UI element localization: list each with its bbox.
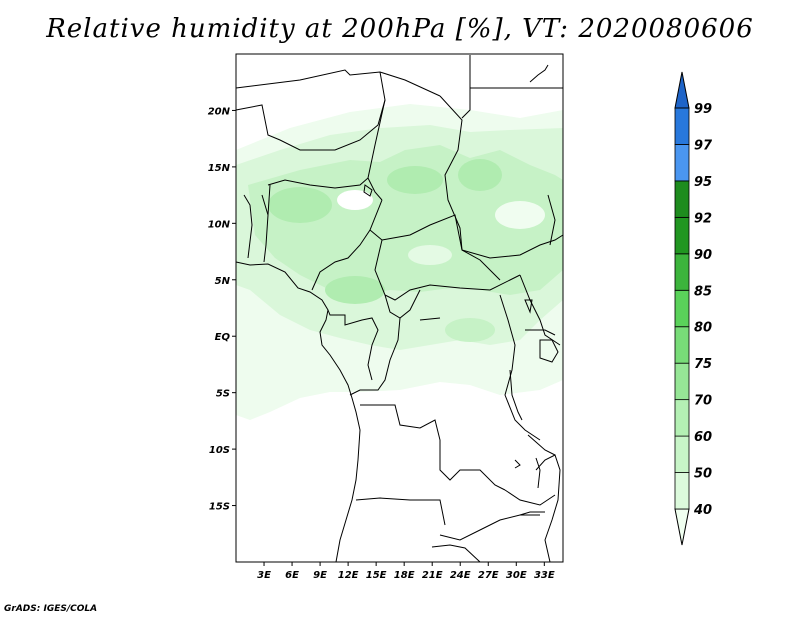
x-tick-label: 21E [422, 570, 443, 581]
border [535, 454, 561, 563]
colorbar-label: 95 [694, 175, 712, 190]
y-tick-label: 20N [208, 106, 231, 117]
y-tick-label: 10S [209, 445, 230, 456]
colorbar-segment [674, 326, 690, 364]
border [267, 184, 271, 216]
x-tick-label: 27E [478, 570, 499, 581]
border [439, 514, 540, 541]
border [261, 194, 269, 263]
y-tick-label: EQ [215, 332, 231, 343]
border [461, 55, 471, 119]
border [499, 294, 541, 441]
x-tick-label: 12E [338, 570, 359, 581]
colorbar-segment [674, 253, 690, 291]
colorbar-segment [674, 144, 690, 182]
colorbar-label: 70 [694, 394, 712, 409]
lake [514, 459, 521, 469]
x-tick-label: 6E [285, 570, 299, 581]
colorbar: 40 50 60 70 75 80 85 90 92 95 97 99 [674, 71, 713, 546]
colorbar-segment [674, 399, 690, 437]
rh-70-patch [387, 166, 443, 194]
dry-patch [495, 201, 545, 229]
rh-70-patch [458, 159, 502, 191]
colorbar-segment [674, 362, 690, 401]
y-tick-label: 5N [215, 276, 231, 287]
colorbar-high-arrow [674, 71, 690, 109]
dry-patch [337, 190, 373, 210]
border [327, 309, 379, 381]
y-tick-label: 10N [208, 219, 231, 230]
border [519, 274, 561, 346]
x-tick-label: 24E [450, 570, 471, 581]
colorbar-segment [674, 435, 690, 473]
border [235, 69, 441, 97]
lake [524, 299, 533, 314]
colorbar-label: 99 [694, 102, 712, 117]
border [431, 544, 481, 563]
colorbar-label: 92 [694, 211, 712, 226]
map-title: Relative humidity at 200hPa [%], VT: 202… [46, 14, 754, 44]
coastline [519, 511, 545, 516]
colorbar-label: 85 [694, 284, 712, 299]
country-borders [235, 55, 564, 563]
dry-patch [408, 245, 452, 265]
border [527, 434, 556, 456]
rh-70-patch [325, 276, 385, 304]
map-frame [235, 53, 564, 563]
border [267, 177, 383, 201]
colorbar-label: 50 [694, 467, 712, 482]
lake [363, 184, 373, 197]
colorbar-label: 40 [693, 503, 712, 518]
x-tick-label: 9E [313, 570, 327, 581]
border [547, 194, 556, 246]
x-tick-label: 33E [534, 570, 555, 581]
colorbar-label: 97 [694, 138, 713, 153]
border [369, 229, 521, 301]
border [439, 95, 463, 251]
border [243, 194, 253, 259]
border [504, 489, 556, 506]
border [381, 214, 501, 281]
colorbar-segment [674, 289, 690, 328]
y-tick-label: 15N [208, 163, 231, 174]
border [360, 404, 506, 491]
lake [509, 369, 523, 421]
colorbar-low-arrow [674, 508, 690, 546]
rh-70-patch [268, 187, 332, 223]
border [367, 99, 386, 179]
latitude-axis: 20N 15N 10N 5N EQ 5S 10S 15S [208, 106, 236, 513]
x-tick-label: 15E [366, 570, 387, 581]
longitude-axis: 3E 6E 9E 12E 15E 18E 21E 24E 27E 30E 33E [257, 562, 555, 581]
border [461, 234, 564, 259]
colorbar-label: 60 [694, 430, 712, 445]
x-tick-label: 18E [394, 570, 415, 581]
border [525, 329, 556, 336]
lake [539, 339, 559, 363]
border [355, 497, 446, 526]
x-tick-label: 3E [257, 570, 271, 581]
colorbar-segment [674, 180, 690, 218]
coastline [529, 64, 549, 83]
border [235, 71, 386, 151]
y-tick-label: 15S [209, 502, 230, 513]
x-tick-label: 30E [506, 570, 527, 581]
colorbar-segment [674, 107, 690, 145]
colorbar-label: 90 [694, 248, 712, 263]
humidity-shading [236, 104, 563, 420]
border [349, 317, 401, 396]
grads-credit: GrADS: IGES/COLA [4, 604, 98, 614]
lake [535, 457, 541, 489]
colorbar-segment [674, 472, 690, 510]
coastline [235, 261, 361, 563]
colorbar-label: 80 [694, 321, 712, 336]
lake [419, 317, 441, 321]
colorbar-label: 75 [694, 357, 712, 372]
colorbar-segment [674, 216, 690, 255]
y-tick-label: 5S [216, 389, 230, 400]
rh-70-patch [445, 318, 495, 342]
